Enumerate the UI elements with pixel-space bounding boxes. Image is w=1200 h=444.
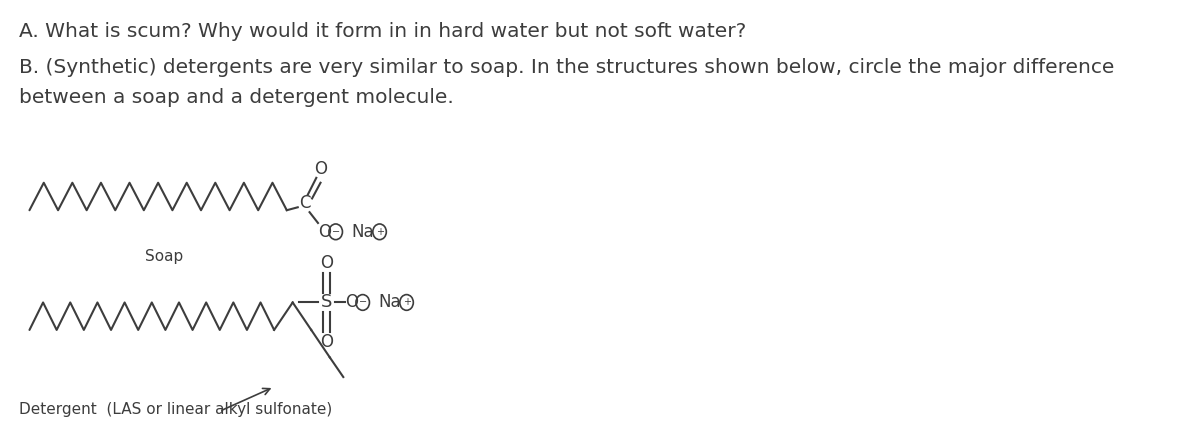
Text: O: O: [314, 160, 328, 178]
Text: Detergent  (LAS or linear alkyl sulfonate): Detergent (LAS or linear alkyl sulfonate…: [19, 401, 332, 416]
Text: +: +: [402, 297, 410, 307]
Text: O: O: [320, 333, 332, 351]
Text: Soap: Soap: [145, 250, 184, 265]
Text: between a soap and a detergent molecule.: between a soap and a detergent molecule.: [19, 87, 454, 107]
Text: Na: Na: [350, 223, 373, 241]
Text: B. (Synthetic) detergents are very similar to soap. In the structures shown belo: B. (Synthetic) detergents are very simil…: [19, 58, 1115, 77]
Text: −: −: [359, 297, 367, 307]
Text: +: +: [376, 227, 384, 237]
Text: O: O: [320, 254, 332, 272]
Text: −: −: [331, 227, 340, 237]
Text: S: S: [320, 293, 332, 311]
Text: O: O: [346, 293, 359, 311]
Text: A. What is scum? Why would it form in in hard water but not soft water?: A. What is scum? Why would it form in in…: [19, 22, 746, 41]
Text: O: O: [318, 223, 331, 241]
Text: C: C: [299, 194, 311, 212]
Text: Na: Na: [378, 293, 401, 311]
